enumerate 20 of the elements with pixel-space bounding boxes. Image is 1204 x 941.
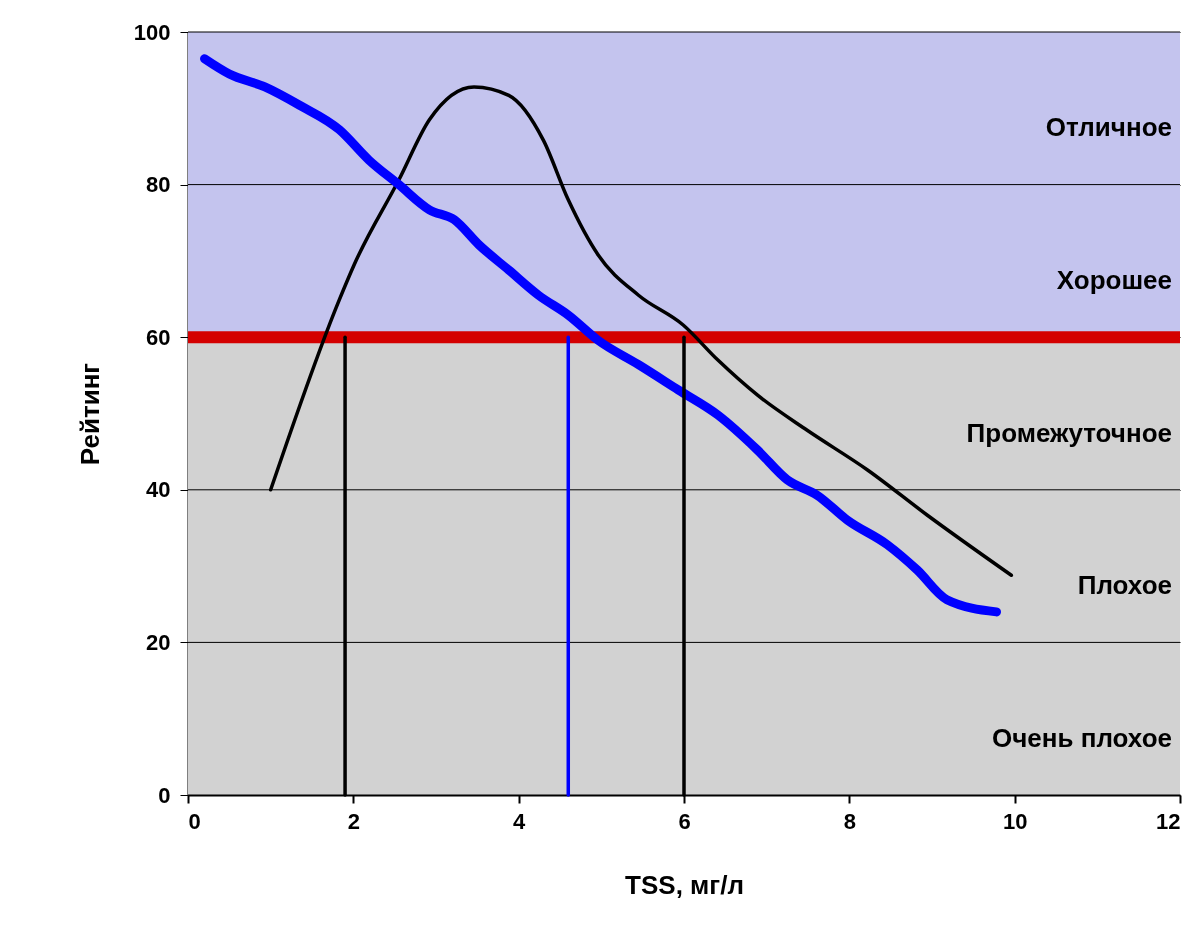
x-tick-label: 12 [1156,808,1181,834]
annotation: Промежуточное [966,417,1172,448]
y-tick-label: 20 [146,629,171,655]
x-tick-label: 2 [347,808,360,834]
y-tick-label: 60 [146,324,171,350]
y-tick-label: 40 [146,477,171,503]
y-tick-label: 100 [133,19,171,45]
x-tick-label: 8 [843,808,856,834]
x-axis-title: TSS, мг/л [625,869,744,900]
x-tick-label: 6 [678,808,691,834]
y-axis-title: Рейтинг [74,362,105,466]
y-tick-label: 0 [158,782,171,808]
annotation: Отличное [1045,112,1172,143]
annotation: Хорошее [1056,264,1172,295]
x-tick-label: 4 [513,808,527,834]
annotation: Плохое [1077,570,1172,601]
x-tick-label: 10 [1002,808,1028,834]
x-tick-label: 0 [188,808,201,834]
y-tick-label: 80 [146,172,171,198]
annotation: Очень плохое [992,722,1172,753]
